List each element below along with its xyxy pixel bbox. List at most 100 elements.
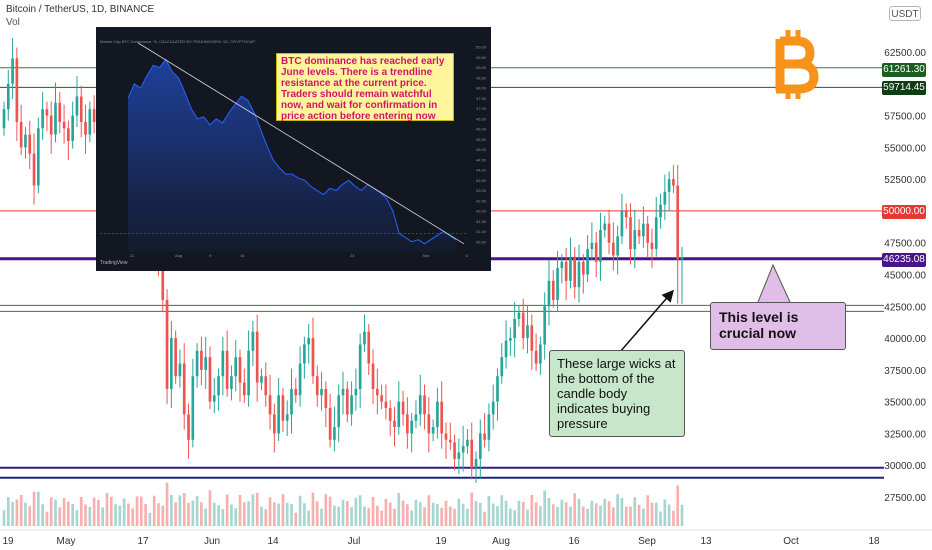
volume-bar xyxy=(491,503,495,526)
volume-bar xyxy=(457,498,461,526)
price-axis-label: 27500.00 xyxy=(884,493,926,504)
candle-body xyxy=(539,344,542,364)
currency-badge[interactable]: USDT xyxy=(889,6,921,21)
candle-body xyxy=(624,210,628,218)
volume-bar xyxy=(663,499,667,526)
candle-body xyxy=(440,401,444,434)
volume-bar xyxy=(624,506,628,526)
candle-body xyxy=(599,230,602,262)
candle-body xyxy=(388,408,392,421)
candle-body xyxy=(410,420,413,434)
volume-bar xyxy=(24,502,27,526)
candle-body xyxy=(191,376,195,440)
volume-bar xyxy=(195,496,199,526)
volume-bar xyxy=(521,502,525,526)
candle-body xyxy=(581,261,585,275)
candle-body xyxy=(320,388,323,396)
candle-body xyxy=(67,128,70,141)
volume-bar xyxy=(551,504,555,526)
candle-body xyxy=(620,210,624,237)
candle-body xyxy=(436,401,439,428)
volume-bar xyxy=(448,506,452,526)
volume-bar xyxy=(337,506,341,526)
volume-bar xyxy=(204,508,208,526)
candle-body xyxy=(517,312,521,319)
volume-bar xyxy=(88,507,92,526)
crucial-level-note[interactable]: This level is crucial now xyxy=(710,302,846,350)
candle-body xyxy=(358,344,362,389)
candle-body xyxy=(500,357,504,377)
volume-bar xyxy=(676,485,680,526)
candle-body xyxy=(225,350,229,389)
volume-bar xyxy=(75,510,79,526)
candle-body xyxy=(637,230,641,237)
volume-bar xyxy=(478,503,482,526)
price-axis-label: 62500.00 xyxy=(884,48,926,59)
price-axis-label: 35000.00 xyxy=(884,398,926,409)
candle-body xyxy=(603,223,607,230)
candle-body xyxy=(509,338,512,341)
volume-bar xyxy=(659,511,662,526)
wicks-arrow xyxy=(619,289,674,353)
candle-body xyxy=(676,185,680,260)
volume-bar xyxy=(315,501,319,526)
candle-body xyxy=(367,331,371,364)
volume-bar xyxy=(19,495,23,526)
candle-body xyxy=(75,96,79,116)
candle-body xyxy=(577,261,581,288)
dominance-note[interactable]: BTC dominance has reached early June lev… xyxy=(276,53,454,122)
volume-bar xyxy=(324,494,328,526)
candle-body xyxy=(350,395,353,415)
volume-bar xyxy=(586,509,589,526)
inset-y-label: 41.00 xyxy=(476,229,487,234)
volume-bar xyxy=(170,495,173,526)
volume-bar xyxy=(2,510,6,526)
volume-bar xyxy=(517,500,521,526)
candle-body xyxy=(298,363,302,396)
volume-bar xyxy=(118,505,122,526)
candle-body xyxy=(178,363,182,377)
price-axis-label: 37500.00 xyxy=(884,366,926,377)
inset-x-label: Sep xyxy=(422,253,430,258)
dominance-chart: 50.00 49.50 49.00 48.50 48.00 47.50 47.00 46.50… xyxy=(100,42,487,258)
volume-bar xyxy=(637,504,641,526)
candle-body xyxy=(444,433,448,440)
candle-body xyxy=(165,299,169,389)
volume-bar xyxy=(534,502,538,526)
volume-bar xyxy=(599,505,602,526)
candle-body xyxy=(483,433,486,440)
volume-bar xyxy=(577,499,581,526)
time-axis-label: 14 xyxy=(267,536,279,547)
volume-bar xyxy=(165,482,169,526)
candle-body xyxy=(607,223,611,243)
candle-body xyxy=(513,319,516,339)
volume-bar xyxy=(328,496,332,526)
candle-body xyxy=(633,230,637,250)
volume-bar xyxy=(603,498,607,526)
volume-bar xyxy=(410,510,413,526)
candle-body xyxy=(187,414,190,440)
volume-bar xyxy=(341,499,345,526)
volume-bar xyxy=(32,491,36,526)
candle-body xyxy=(401,401,405,415)
candle-body xyxy=(88,109,92,135)
candle-body xyxy=(71,115,74,141)
candle-body xyxy=(594,242,598,262)
candle-body xyxy=(543,306,547,345)
volume-bar xyxy=(67,501,70,526)
wicks-note[interactable]: These large wicks at the bottom of the c… xyxy=(549,350,685,437)
inset-y-label: 48.50 xyxy=(476,75,487,80)
volume-bar xyxy=(255,493,259,526)
volume-bar xyxy=(594,503,598,526)
candle-body xyxy=(466,439,469,447)
candle-body xyxy=(311,338,315,377)
candle-body xyxy=(526,325,529,339)
volume-bar xyxy=(101,507,105,526)
inset-y-label: 44.50 xyxy=(476,157,487,162)
price-tag-59714: 59714.45 xyxy=(882,81,926,95)
candle-body xyxy=(62,121,66,129)
volume-bar xyxy=(354,497,358,526)
inset-x-label: 6 xyxy=(466,253,469,258)
